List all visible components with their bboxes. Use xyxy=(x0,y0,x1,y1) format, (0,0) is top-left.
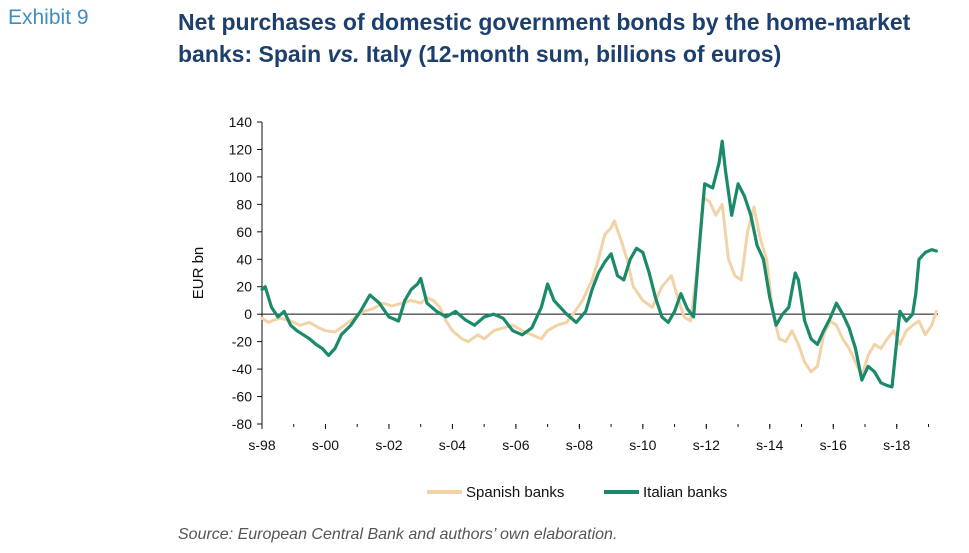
series-line-italian-banks xyxy=(260,139,938,389)
y-axis-label: EUR bn xyxy=(190,247,207,300)
y-tick-label: 80 xyxy=(236,196,252,212)
line-chart: -80 -60 -40 -20 0 20 40 60 80 100 120 140 s-98 s-00 s-… xyxy=(190,114,938,501)
x-tick-label: s-10 xyxy=(629,437,656,453)
y-tick-label: 100 xyxy=(229,169,253,185)
y-tick-label: 0 xyxy=(244,306,252,322)
y-tick-label: 20 xyxy=(236,279,252,295)
x-tick-label: s-14 xyxy=(756,437,783,453)
x-tick-label: s-98 xyxy=(248,437,275,453)
x-tick-label: s-02 xyxy=(375,437,402,453)
y-tick-label: 60 xyxy=(236,224,252,240)
x-tick-label: s-08 xyxy=(566,437,593,453)
source-note: Source: European Central Bank and author… xyxy=(178,526,618,543)
title-part-2: Italy (12-month sum, billions of euros) xyxy=(359,41,782,67)
exhibit-label: Exhibit 9 xyxy=(8,6,89,29)
y-tick-label: -20 xyxy=(232,334,252,350)
series-layer xyxy=(260,139,938,389)
y-tick-label: -80 xyxy=(232,416,252,432)
y-tick-label: 120 xyxy=(229,141,253,157)
x-tick-label: s-16 xyxy=(820,437,847,453)
y-tick-label: 40 xyxy=(236,251,252,267)
x-tick-label: s-04 xyxy=(439,437,466,453)
chart-title: Net purchases of domestic government bon… xyxy=(178,6,958,70)
legend-label: Spanish banks xyxy=(466,484,564,501)
series-line-spanish-banks xyxy=(260,196,938,378)
legend-label: Italian banks xyxy=(643,484,727,501)
legend: Spanish banks Italian banks xyxy=(427,484,727,501)
y-tick-label: -60 xyxy=(232,389,252,405)
axis-layer: -80 -60 -40 -20 0 20 40 60 80 100 120 140 s-98 s-00 s-… xyxy=(190,114,938,453)
y-tick-label: -40 xyxy=(232,361,252,377)
x-tick-label: s-06 xyxy=(502,437,529,453)
title-part-1: Net purchases of domestic government bon… xyxy=(178,9,911,67)
x-tick-label: s-12 xyxy=(693,437,720,453)
title-vs: vs. xyxy=(327,41,360,67)
x-tick-label: s-18 xyxy=(883,437,910,453)
x-tick-label: s-00 xyxy=(312,437,339,453)
y-tick-label: 140 xyxy=(229,114,253,130)
